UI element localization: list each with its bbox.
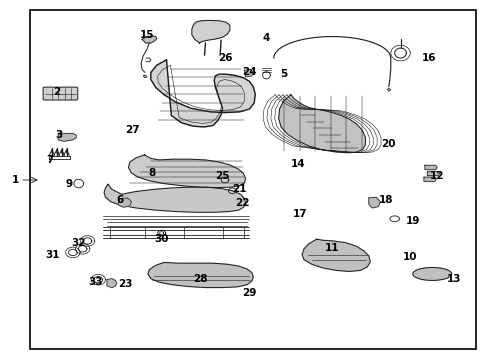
Text: 8: 8 [148,168,155,178]
Text: 21: 21 [232,184,246,194]
Text: 29: 29 [242,288,256,298]
Text: 12: 12 [429,171,444,181]
Text: 27: 27 [125,125,140,135]
Polygon shape [119,198,131,207]
Text: 2: 2 [53,87,61,97]
Text: 5: 5 [279,69,286,79]
Text: 31: 31 [45,250,60,260]
Polygon shape [107,279,117,288]
Polygon shape [278,95,365,153]
Polygon shape [151,60,255,127]
Text: 4: 4 [262,33,269,43]
Text: 10: 10 [402,252,417,262]
Text: 33: 33 [88,277,103,287]
Text: 20: 20 [380,139,395,149]
Text: 24: 24 [242,67,256,77]
Polygon shape [244,69,253,77]
Text: 11: 11 [325,243,339,253]
Text: 18: 18 [378,195,392,205]
Text: 7: 7 [46,155,53,165]
Text: 25: 25 [215,171,229,181]
Text: 23: 23 [118,279,132,289]
Polygon shape [58,134,76,141]
Polygon shape [412,267,451,280]
Text: 17: 17 [293,209,307,219]
Text: 16: 16 [421,53,435,63]
Text: 6: 6 [116,195,123,205]
Text: 9: 9 [65,179,72,189]
Polygon shape [104,184,245,212]
Text: 14: 14 [290,159,305,169]
Text: 30: 30 [154,234,168,244]
Text: 15: 15 [140,30,154,40]
Polygon shape [142,36,157,43]
Polygon shape [423,177,435,181]
Polygon shape [302,239,369,271]
Text: 26: 26 [217,53,232,63]
Text: 22: 22 [234,198,249,208]
Text: 19: 19 [405,216,419,226]
Polygon shape [427,171,439,176]
Text: 13: 13 [446,274,461,284]
Text: 1: 1 [12,175,19,185]
Text: 3: 3 [56,130,62,140]
Polygon shape [191,21,229,43]
Text: 32: 32 [71,238,86,248]
Text: 28: 28 [193,274,207,284]
Polygon shape [424,165,436,170]
Polygon shape [128,155,245,188]
Polygon shape [148,262,253,288]
FancyBboxPatch shape [43,87,78,100]
Polygon shape [368,197,379,208]
